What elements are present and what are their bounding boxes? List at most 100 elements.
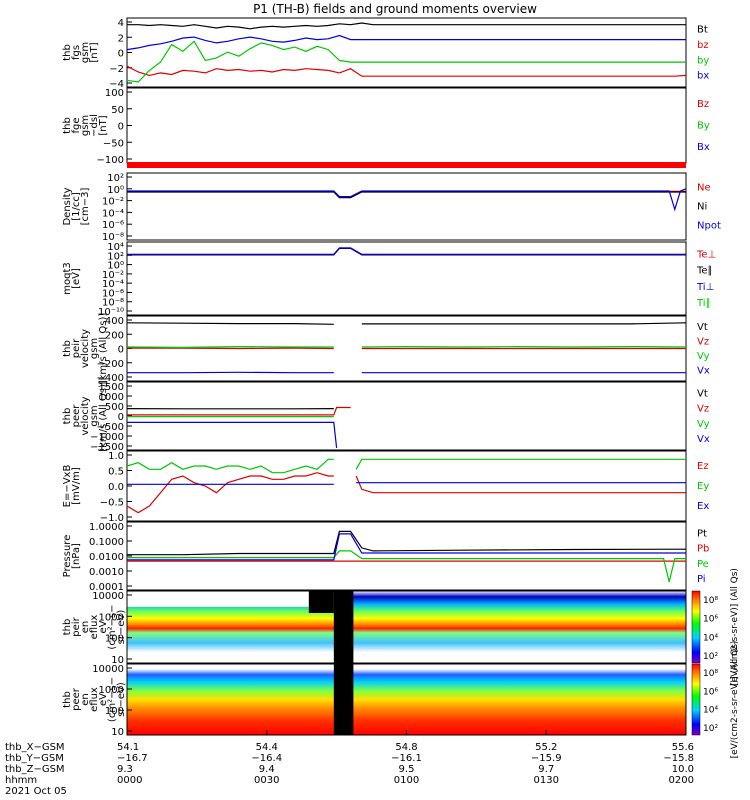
y-tick-label: 1000 [99, 685, 124, 696]
panel-8: 1.0000 0.1000 0.0100 0.0010 0.0001 Pressure[n… [62, 521, 709, 593]
y-tick-label: 10⁰ [107, 185, 124, 196]
y-tick-label: 500 [105, 402, 124, 413]
colorbar-tick-label: 10⁶ [703, 687, 718, 697]
colorbar-label: [eV/(cm2-s-sr-eV)] (All Qs) [730, 568, 740, 686]
y-axis-label: velocity [80, 329, 91, 368]
legend-bz: bz [697, 40, 709, 51]
y-axis-label: Pressure [62, 535, 73, 578]
x-tick-label: −16.1 [391, 753, 422, 764]
series-Ey [126, 458, 686, 474]
y-axis-label: (cm²−s− [107, 677, 118, 722]
x-row-label: thb_Z−GSM [5, 764, 65, 775]
y-axis-label: fge [71, 117, 82, 133]
legend-Npot: Npot [697, 221, 721, 232]
y-tick-label: 10000 [92, 664, 124, 675]
y-tick-label: 0.0 [108, 482, 124, 493]
series-bz [126, 65, 687, 77]
y-tick-label: −1.0 [100, 513, 124, 524]
legend-Ni: Ni [697, 202, 707, 213]
y-axis-label: thb [62, 44, 73, 61]
series-Npot [127, 188, 687, 212]
y-tick-label: 0 [118, 345, 124, 356]
panel-10: 10000 1000 100 10 thbpeerenefluxeV(cm²−s−sr−… [62, 641, 740, 759]
legend-Ez: Ez [697, 461, 709, 472]
series-Pe [127, 550, 686, 583]
series-Pi [127, 533, 686, 561]
y-axis-label: [nT] [89, 42, 100, 62]
colorbar-label: [eV/(cm2-s-sr-eV)] (All Qs) [730, 641, 740, 759]
y-axis-label: gsm [89, 338, 100, 359]
y-tick-label: 10 [111, 655, 124, 666]
panels: 420−2−4thbfgsgsm[nT]Btbzbybx100500−50−10… [62, 17, 740, 759]
y-axis-label: [cm−3] [80, 188, 91, 226]
legend-Vt: Vt [697, 322, 708, 333]
legend-by: by [697, 55, 709, 66]
fge-data-bar [127, 162, 686, 168]
y-axis-label: peer [71, 404, 82, 428]
y-axis-label: E=−VxB [62, 465, 73, 508]
y-axis-label: eV [98, 620, 109, 633]
series-bx [126, 34, 686, 51]
legend-Ti∥: Ti∥ [696, 298, 711, 309]
y-tick-label: 10⁻⁶ [102, 220, 124, 231]
y-axis-label: thb [62, 619, 73, 636]
y-tick-label: 10 [111, 727, 124, 738]
y-tick-label: 0.0100 [89, 552, 124, 563]
legend-Vz: Vz [697, 404, 709, 415]
y-tick-label: 1.0 [108, 451, 124, 462]
legend-bx: bx [697, 71, 709, 82]
y-tick-label: 0 [118, 49, 124, 60]
y-axis-label: [1/cc] [71, 192, 82, 221]
y-axis-label: [mV/m] [71, 467, 82, 505]
panel-frame [126, 450, 687, 522]
colorbar [691, 590, 701, 664]
y-tick-label: −100 [97, 155, 124, 166]
x-tick-label: 54.4 [256, 742, 278, 753]
y-tick-label: 10⁰ [107, 261, 124, 272]
series-Te⊥ [127, 247, 686, 255]
y-tick-label: −0.5 [100, 498, 124, 509]
y-tick-label: 1000 [99, 612, 124, 623]
x-tick-label: 54.1 [117, 742, 139, 753]
y-axis-label: gsm [89, 405, 100, 426]
x-tick-label: 9.5 [399, 764, 415, 775]
y-tick-label: −500 [97, 422, 124, 433]
y-tick-label: 1.0000 [89, 522, 124, 533]
y-tick-label: 0.1000 [89, 537, 124, 548]
panel-7: 1.0 0.5 0.0 −0.5 −1.0 E=−VxB[mV/m] Ez Ey Ex [62, 450, 709, 524]
panel-frame [126, 172, 687, 241]
legend-Pe: Pe [697, 559, 709, 570]
series-Vz [127, 406, 351, 416]
x-date-label: 2021 Oct 05 [5, 786, 67, 797]
x-tick-label: −16.4 [251, 753, 282, 764]
panel-frame [126, 241, 687, 316]
y-axis-label: en [80, 621, 91, 634]
legend-Bx: Bx [697, 142, 710, 153]
y-tick-label: 100 [105, 634, 124, 645]
panel-9: 10000 1000 100 10 thbpeirenefluxeV(cm²−s−sr−… [62, 568, 740, 686]
y-axis-label: peer [71, 687, 82, 711]
legend-Vx: Vx [697, 434, 710, 445]
y-tick-label: 50 [111, 105, 124, 116]
y-tick-label: 0 [118, 122, 124, 133]
x-tick-label: 9.7 [538, 764, 554, 775]
x-tick-label: 10.0 [672, 764, 694, 775]
legend-Bt: Bt [697, 25, 708, 36]
legend-Vz: Vz [697, 337, 709, 348]
y-axis-label: eflux [89, 687, 100, 712]
y-axis-label: [nT] [98, 115, 109, 135]
y-tick-label: 0.0001 [89, 582, 124, 593]
spectrogram-fill [127, 664, 686, 735]
legend-Ti⊥: Ti⊥ [696, 282, 714, 293]
legend-Te∥: Te∥ [696, 266, 713, 277]
y-tick-label: −400 [97, 373, 124, 384]
y-tick-label: 0 [118, 412, 124, 423]
y-tick-label: 10⁻² [102, 197, 124, 208]
legend-Pi: Pi [697, 574, 706, 585]
series-Ex [127, 482, 686, 485]
y-axis-label: thb [62, 691, 73, 708]
